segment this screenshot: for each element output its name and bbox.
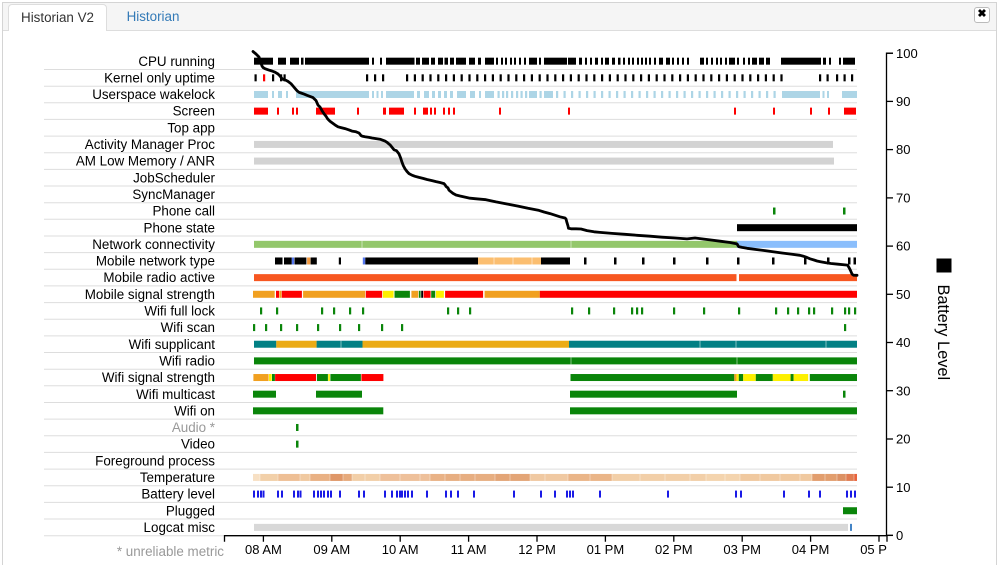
svg-text:02 PM: 02 PM	[655, 542, 693, 557]
svg-text:0: 0	[896, 528, 903, 543]
svg-text:11 AM: 11 AM	[451, 542, 487, 557]
svg-text:09 AM: 09 AM	[313, 542, 350, 557]
svg-text:03 PM: 03 PM	[723, 542, 761, 557]
svg-text:Wifi multicast: Wifi multicast	[136, 387, 215, 402]
svg-text:70: 70	[896, 191, 910, 206]
svg-text:Top app: Top app	[167, 120, 215, 135]
svg-text:SyncManager: SyncManager	[132, 187, 215, 202]
svg-text:Network connectivity: Network connectivity	[92, 237, 215, 252]
svg-text:80: 80	[896, 142, 910, 157]
svg-text:Wifi radio: Wifi radio	[159, 354, 215, 369]
svg-text:30: 30	[896, 383, 910, 398]
svg-text:Userspace wakelock: Userspace wakelock	[92, 87, 215, 102]
svg-text:Audio *: Audio *	[172, 420, 215, 435]
svg-text:08 AM: 08 AM	[245, 542, 282, 557]
svg-text:Wifi signal strength: Wifi signal strength	[102, 370, 215, 385]
svg-text:Activity Manager Proc: Activity Manager Proc	[85, 137, 216, 152]
svg-text:60: 60	[896, 239, 910, 254]
svg-text:Video: Video	[181, 437, 215, 452]
svg-text:Battery Level: Battery Level	[934, 285, 952, 381]
svg-text:Wifi scan: Wifi scan	[161, 320, 215, 335]
svg-text:Mobile signal strength: Mobile signal strength	[85, 287, 215, 302]
svg-text:* unreliable metric: * unreliable metric	[117, 544, 224, 559]
svg-text:10: 10	[896, 480, 910, 495]
svg-text:Wifi on: Wifi on	[174, 403, 215, 418]
svg-text:12 PM: 12 PM	[518, 542, 556, 557]
svg-text:AM Low Memory / ANR: AM Low Memory / ANR	[76, 154, 215, 169]
svg-text:JobScheduler: JobScheduler	[133, 170, 215, 185]
svg-text:10 AM: 10 AM	[382, 542, 419, 557]
svg-text:05 PM: 05 PM	[860, 542, 898, 557]
svg-text:Screen: Screen	[173, 104, 215, 119]
svg-text:Logcat misc: Logcat misc	[144, 520, 216, 535]
svg-text:Battery level: Battery level	[141, 487, 215, 502]
svg-text:100: 100	[896, 46, 918, 61]
svg-text:Mobile radio active: Mobile radio active	[103, 270, 215, 285]
svg-text:20: 20	[896, 432, 910, 447]
svg-text:Plugged: Plugged	[166, 503, 215, 518]
svg-text:CPU running: CPU running	[138, 54, 215, 69]
svg-text:Kernel only uptime: Kernel only uptime	[104, 70, 215, 85]
svg-text:90: 90	[896, 94, 910, 109]
svg-text:Phone state: Phone state	[144, 220, 215, 235]
svg-text:Mobile network type: Mobile network type	[96, 254, 215, 269]
svg-text:Temperature: Temperature	[140, 470, 215, 485]
svg-text:Phone call: Phone call	[152, 204, 215, 219]
svg-text:40: 40	[896, 335, 910, 350]
svg-text:Wifi supplicant: Wifi supplicant	[129, 337, 216, 352]
svg-text:Wifi full lock: Wifi full lock	[144, 304, 215, 319]
svg-text:50: 50	[896, 287, 910, 302]
svg-text:01 PM: 01 PM	[587, 542, 625, 557]
svg-text:04 PM: 04 PM	[792, 542, 830, 557]
svg-text:Foreground process: Foreground process	[95, 453, 215, 468]
